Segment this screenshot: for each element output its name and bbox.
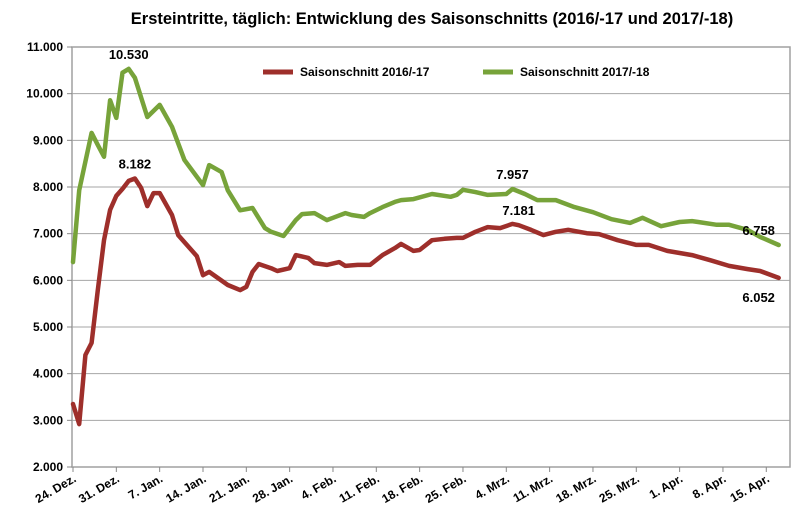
x-tick-label: 4. Mrz. <box>472 471 511 502</box>
x-tick-label: 14. Jan. <box>163 471 208 505</box>
data-label: 8.182 <box>119 157 152 172</box>
x-tick-label: 8. Apr. <box>690 471 728 501</box>
x-tick-label: 28. Jan. <box>250 471 295 505</box>
x-tick-label: 25. Mrz. <box>597 471 642 505</box>
data-label: 6.052 <box>742 290 775 305</box>
data-label: 6.758 <box>742 223 775 238</box>
y-tick-label: 7.000 <box>33 227 63 241</box>
x-tick-label: 31. Dez. <box>76 471 122 505</box>
x-tick-label: 7. Jan. <box>126 471 165 502</box>
series-line-1 <box>70 66 781 265</box>
legend-label-2017-18: Saisonschnitt 2017/-18 <box>520 65 650 79</box>
data-label: 10.530 <box>109 47 149 62</box>
x-tick-label: 4. Feb. <box>299 471 339 502</box>
x-axis: 24. Dez.31. Dez. 7. Jan.14. Jan.21. Jan.2… <box>33 467 772 506</box>
x-tick-label: 18. Feb. <box>379 471 425 505</box>
data-label: 7.181 <box>502 203 535 218</box>
y-tick-label: 5.000 <box>33 320 63 334</box>
y-tick-label: 9.000 <box>33 133 63 147</box>
y-tick-label: 2.000 <box>33 460 63 474</box>
plot-area-border <box>71 46 791 468</box>
x-tick-label: 11. Mrz. <box>511 471 556 505</box>
legend: Saisonschnitt 2016/-17 Saisonschnitt 201… <box>263 65 650 79</box>
x-tick-label: 15. Apr. <box>728 471 772 505</box>
y-tick-label: 3.000 <box>33 413 63 427</box>
chart-title: Ersteintritte, täglich: Entwicklung des … <box>131 10 733 28</box>
gridlines <box>72 93 790 421</box>
x-tick-label: 1. Apr. <box>647 471 685 501</box>
x-tick-label: 24. Dez. <box>33 471 79 505</box>
x-tick-label: 11. Feb. <box>337 471 382 505</box>
y-tick-label: 6.000 <box>33 273 63 287</box>
x-tick-label: 21. Jan. <box>207 471 252 505</box>
y-tick-label: 10.000 <box>26 87 63 101</box>
data-label: 7.957 <box>496 167 529 182</box>
y-axis: 2.000 3.000 4.000 5.000 6.000 7.000 8.000 9.000… <box>26 40 72 474</box>
x-tick-label: 18. Mrz. <box>553 471 598 505</box>
series-line-0 <box>70 176 781 427</box>
legend-label-2016-17: Saisonschnitt 2016/-17 <box>300 65 430 79</box>
y-tick-label: 8.000 <box>33 180 63 194</box>
x-tick-label: 25. Feb. <box>423 471 469 505</box>
y-tick-label: 11.000 <box>27 40 63 54</box>
series-lines <box>70 66 781 427</box>
data-labels: 10.530 8.182 7.957 7.181 6.758 6.052 <box>109 47 775 305</box>
y-tick-label: 4.000 <box>33 367 63 381</box>
